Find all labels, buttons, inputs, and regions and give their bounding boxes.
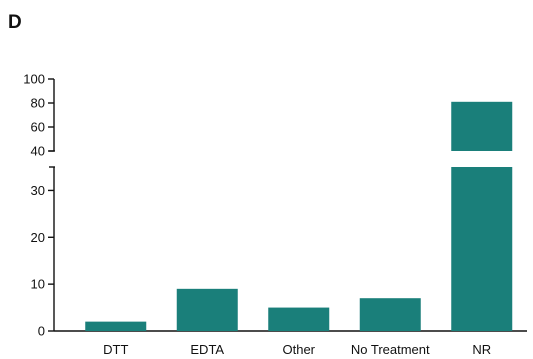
x-category-label: EDTA (190, 342, 224, 357)
x-category-label: No Treatment (351, 342, 430, 357)
y-tick-label: 0 (38, 324, 45, 339)
x-axis-labels: DTT EDTA Other No Treatment NR (103, 342, 491, 357)
x-category-label: DTT (103, 342, 128, 357)
bar-other (268, 307, 330, 331)
bar-no-treatment (359, 298, 421, 331)
y-tick-label: 80 (31, 96, 45, 111)
y-tick-label: 10 (31, 277, 45, 292)
y-tick-label: 40 (31, 144, 45, 159)
y-tick-label: 30 (31, 183, 45, 198)
bar-nr-lower (451, 167, 513, 331)
y-tick-label: 100 (23, 72, 45, 87)
x-category-label: NR (472, 342, 491, 357)
x-category-label: Other (282, 342, 315, 357)
y-tick-label: 60 (31, 120, 45, 135)
y-tick-label: 20 (31, 230, 45, 245)
panel-label: D (8, 12, 22, 33)
bar-dtt (85, 321, 147, 331)
bar-nr-upper (451, 101, 513, 151)
bar-edta (176, 288, 238, 331)
chart-bars (85, 101, 513, 331)
